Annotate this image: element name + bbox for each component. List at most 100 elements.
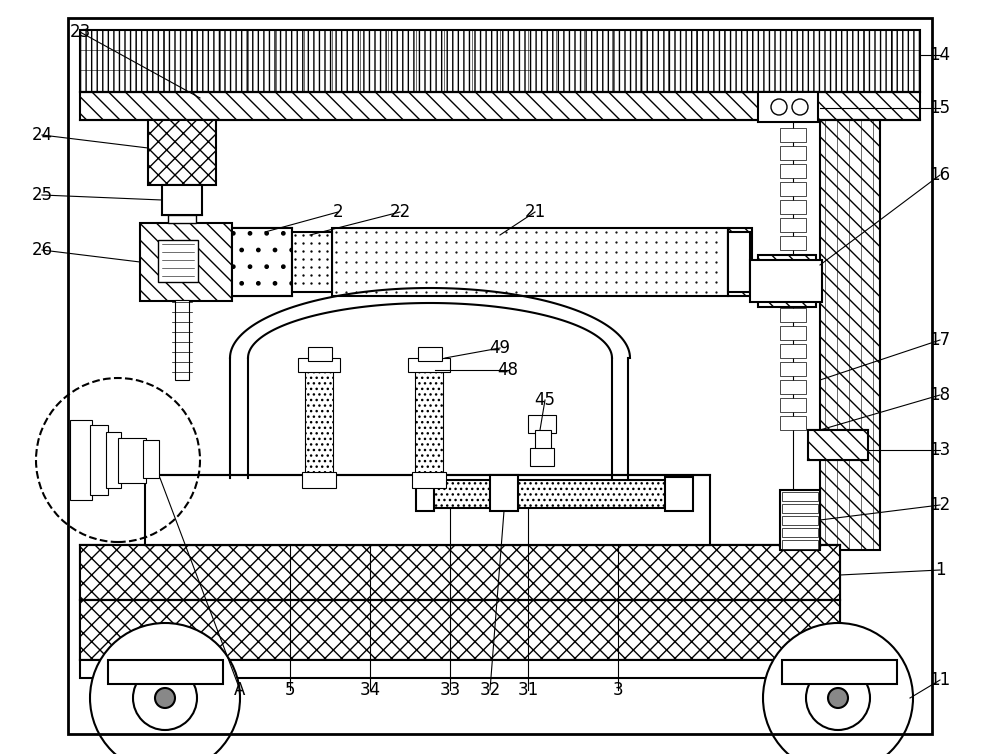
Bar [782,540,818,549]
Bar [782,528,818,537]
Bar [780,182,806,196]
Bar [758,255,816,307]
Bar [80,545,840,600]
Bar [780,146,806,160]
Bar [143,440,159,478]
Text: 34: 34 [359,681,381,699]
Bar [780,308,806,322]
Bar [665,477,693,511]
Bar [305,365,333,475]
Text: 21: 21 [524,203,546,221]
Bar [750,260,822,302]
Bar [415,365,443,475]
Bar [780,254,806,268]
Bar [782,516,818,525]
Bar [232,228,292,296]
Text: A: A [234,681,246,699]
Bar [416,477,434,511]
Circle shape [828,688,848,708]
Bar [80,30,920,92]
Bar [780,290,806,304]
Bar [535,430,551,452]
Text: 22: 22 [389,203,411,221]
Bar [758,92,818,122]
Text: 23: 23 [69,23,91,41]
Text: 24: 24 [31,126,53,144]
Text: 33: 33 [439,681,461,699]
Bar [292,232,332,292]
Bar [780,200,806,214]
Text: 16: 16 [929,166,951,184]
Text: 13: 13 [929,441,951,459]
Bar [158,240,198,282]
Text: 18: 18 [929,386,951,404]
Bar [820,120,880,550]
Bar [782,660,897,684]
Bar [780,326,806,340]
Bar [106,432,121,488]
Bar [782,492,818,501]
Bar [302,472,336,488]
Bar [80,660,840,678]
Circle shape [763,623,913,754]
Bar [90,425,108,495]
Circle shape [90,623,240,754]
Text: 32: 32 [479,681,501,699]
Text: 45: 45 [534,391,556,409]
Bar [490,475,518,511]
Bar [780,380,806,394]
Bar [780,362,806,376]
Bar [530,448,554,466]
Text: 5: 5 [285,681,295,699]
Bar [780,490,820,550]
Bar [332,228,728,296]
Bar [780,398,806,412]
Bar [148,120,216,185]
Circle shape [155,688,175,708]
Bar [80,30,920,92]
Bar [80,545,840,660]
Bar [140,223,232,301]
Bar [418,347,442,361]
Bar [780,164,806,178]
Circle shape [133,666,197,730]
Bar [780,416,806,430]
Bar [430,480,670,508]
Text: 49: 49 [490,339,511,357]
Bar [412,472,446,488]
Circle shape [771,99,787,115]
Text: 3: 3 [613,681,623,699]
Text: 11: 11 [929,671,951,689]
Bar [145,475,710,545]
Text: 12: 12 [929,496,951,514]
Bar [780,128,806,142]
Bar [70,420,92,500]
Bar [108,660,223,684]
Bar [80,600,840,660]
Bar [780,236,806,250]
Bar [782,504,818,513]
Bar [728,228,752,296]
Text: 48: 48 [498,361,518,379]
Bar [118,438,146,483]
Bar [68,18,932,734]
Bar [168,215,196,223]
Bar [298,358,340,372]
Text: 25: 25 [31,186,53,204]
Bar [528,415,556,433]
Text: 26: 26 [31,241,53,259]
Bar [780,218,806,232]
Bar [175,300,189,380]
Bar [780,344,806,358]
Bar [808,430,868,460]
Bar [308,347,332,361]
Text: 14: 14 [929,46,951,64]
Bar [80,92,920,120]
Circle shape [806,666,870,730]
Text: 17: 17 [929,331,951,349]
Text: 15: 15 [929,99,951,117]
Bar [780,272,806,286]
Circle shape [792,99,808,115]
Text: 1: 1 [935,561,945,579]
Bar [162,185,202,215]
